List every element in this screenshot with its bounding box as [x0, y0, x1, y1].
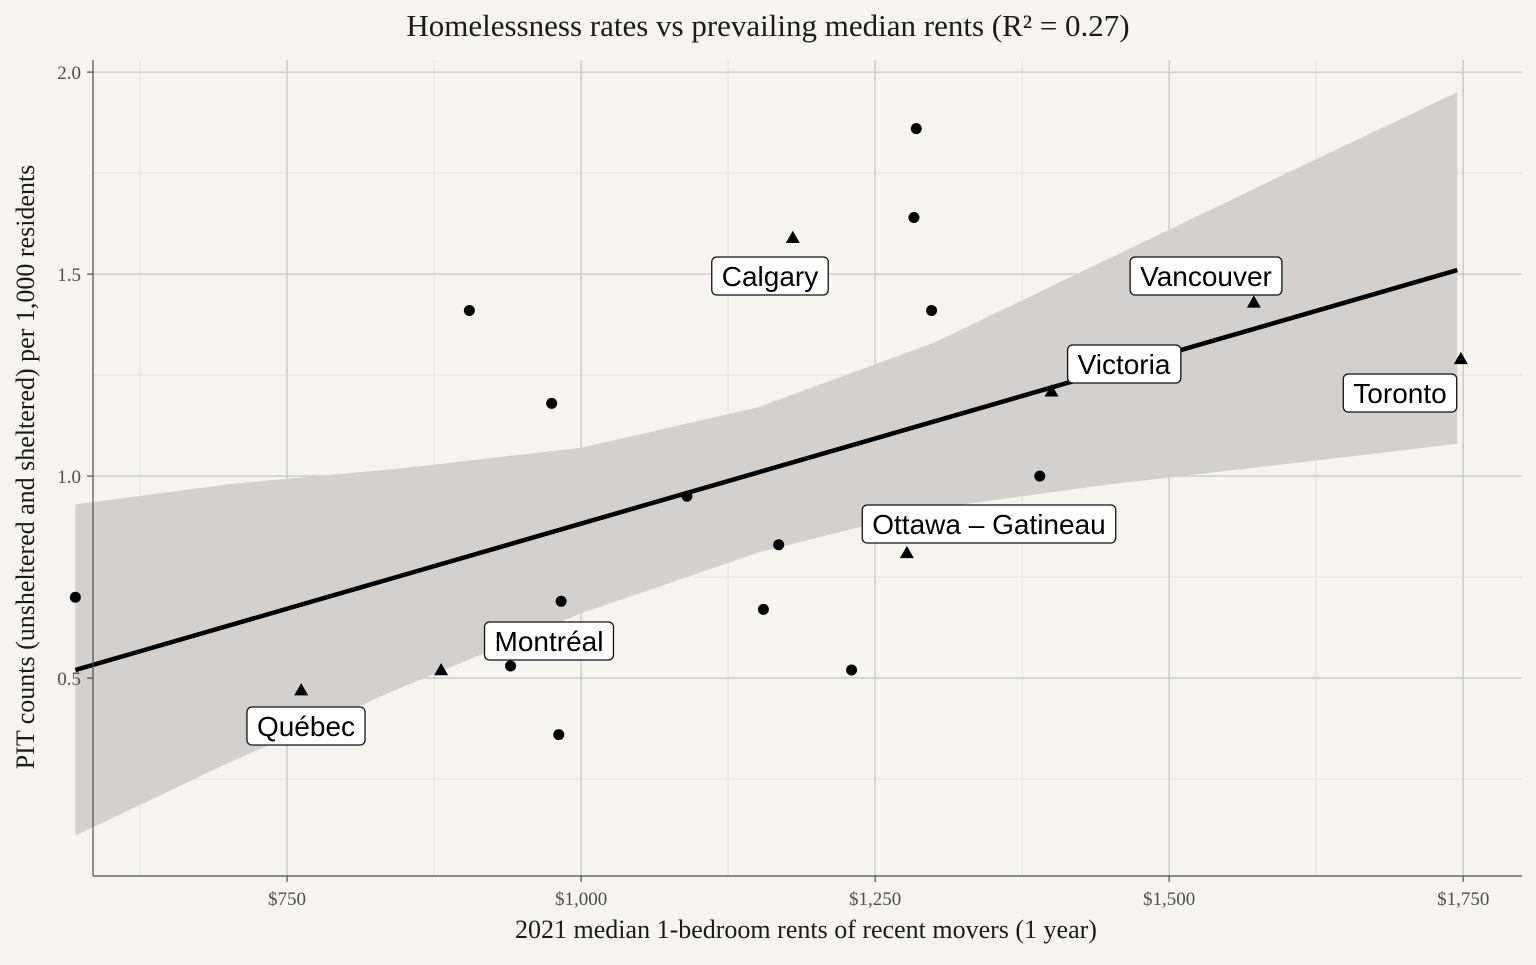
city-label-text: Toronto	[1353, 378, 1446, 409]
x-tick-label: $1,250	[849, 889, 901, 910]
city-label-qu-bec: Québec	[246, 706, 366, 746]
city-label-text: Vancouver	[1140, 261, 1272, 292]
city-label-calgary: Calgary	[711, 256, 829, 296]
confidence-band	[75, 92, 1458, 836]
city-label-montr-al: Montréal	[483, 621, 615, 661]
y-axis-title: PIT counts (unsheltered and sheltered) p…	[11, 165, 40, 770]
x-tick-label: $1,000	[555, 889, 607, 910]
circle-point	[910, 123, 922, 135]
x-tick-label: $750	[268, 889, 306, 910]
city-label-text: Montréal	[495, 626, 604, 657]
y-tick-label: 1.0	[57, 467, 81, 488]
triangle-point-calgary	[785, 230, 800, 243]
circle-point	[681, 490, 693, 502]
circle-point	[69, 591, 81, 603]
circle-point	[926, 304, 938, 316]
city-label-ottawa-gatineau: Ottawa – Gatineau	[861, 504, 1117, 544]
circle-point	[846, 664, 858, 676]
y-tick-label: 1.5	[57, 265, 81, 286]
triangle-point-qu-bec	[294, 683, 309, 696]
city-label-text: Calgary	[722, 261, 818, 292]
city-label-box	[483, 621, 615, 661]
city-label-box	[1066, 344, 1182, 384]
x-tick-label: $1,500	[1143, 889, 1195, 910]
city-label-text: Québec	[257, 711, 355, 742]
city-label-toronto: Toronto	[1342, 373, 1458, 413]
triangle-point-vancouver	[1246, 295, 1261, 308]
points-layer	[69, 123, 1468, 741]
city-label-box	[861, 504, 1117, 544]
triangle-point-montr-al	[434, 662, 449, 676]
city-label-text: Victoria	[1078, 349, 1171, 380]
circle-point	[546, 397, 558, 409]
circle-point	[757, 603, 769, 615]
circle-point	[773, 539, 785, 551]
city-label-text: Ottawa – Gatineau	[872, 509, 1105, 540]
city-label-box	[1342, 373, 1458, 413]
circle-point	[505, 660, 517, 672]
trend-line-layer	[74, 267, 1458, 673]
circle-point	[553, 729, 565, 741]
circle-point	[908, 212, 920, 224]
city-label-vancouver: Vancouver	[1129, 256, 1283, 296]
circle-point	[463, 304, 475, 316]
confidence-band-layer	[75, 92, 1458, 836]
trend-line	[74, 267, 1458, 673]
city-labels-layer: Calgary Vancouver Victoria Toronto Ottawa – …	[246, 256, 1458, 746]
y-tick-label: 2.0	[57, 63, 81, 84]
triangle-point-victoria	[1044, 384, 1059, 397]
circle-point	[555, 595, 567, 607]
circle-point	[1034, 470, 1046, 482]
chart-title: Homelessness rates vs prevailing median …	[406, 8, 1129, 43]
city-label-box	[711, 256, 829, 296]
x-axis-title: 2021 median 1-bedroom rents of recent mo…	[515, 915, 1097, 944]
y-tick-label: 0.5	[57, 669, 81, 690]
triangle-point-toronto	[1453, 351, 1468, 365]
city-label-box	[246, 706, 366, 746]
city-label-box	[1129, 256, 1283, 296]
x-tick-label: $1,750	[1437, 889, 1489, 910]
triangle-point-ottawa-gatineau	[899, 545, 914, 559]
axes: $750 $1,000 $1,250 $1,500 $1,750 0.5 1.0 1.5 2.0	[57, 60, 1522, 910]
city-label-victoria: Victoria	[1066, 344, 1182, 384]
